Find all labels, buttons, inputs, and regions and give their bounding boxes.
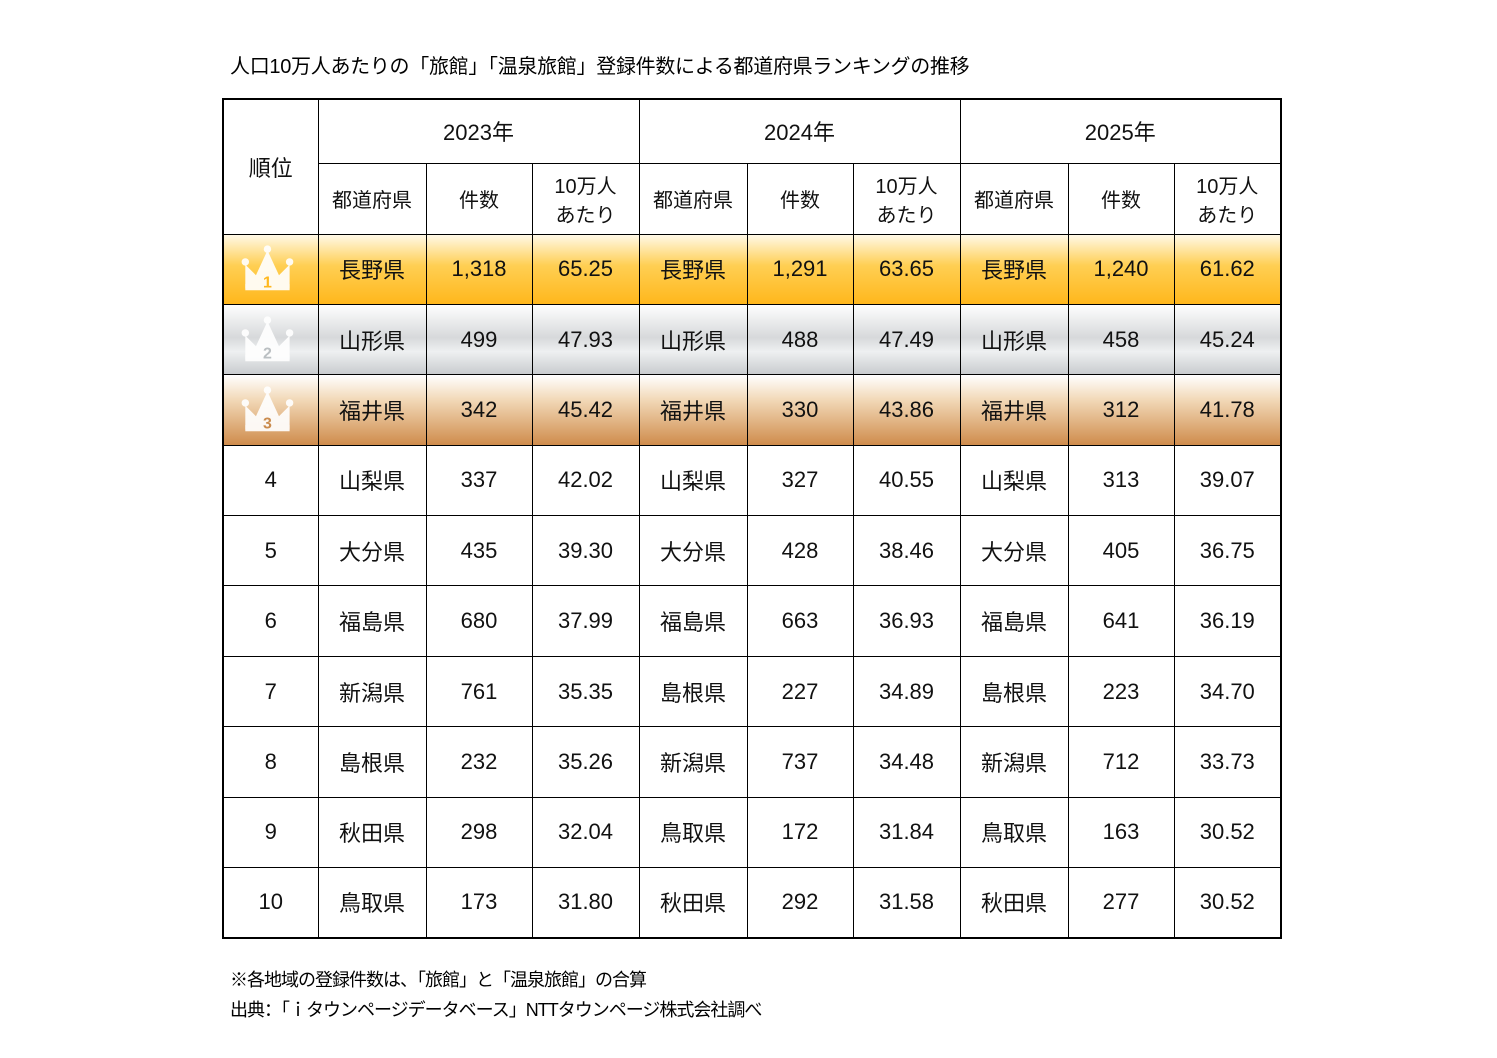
svg-text:2: 2 xyxy=(263,345,272,362)
svg-text:1: 1 xyxy=(263,275,272,292)
svg-text:3: 3 xyxy=(263,416,272,433)
